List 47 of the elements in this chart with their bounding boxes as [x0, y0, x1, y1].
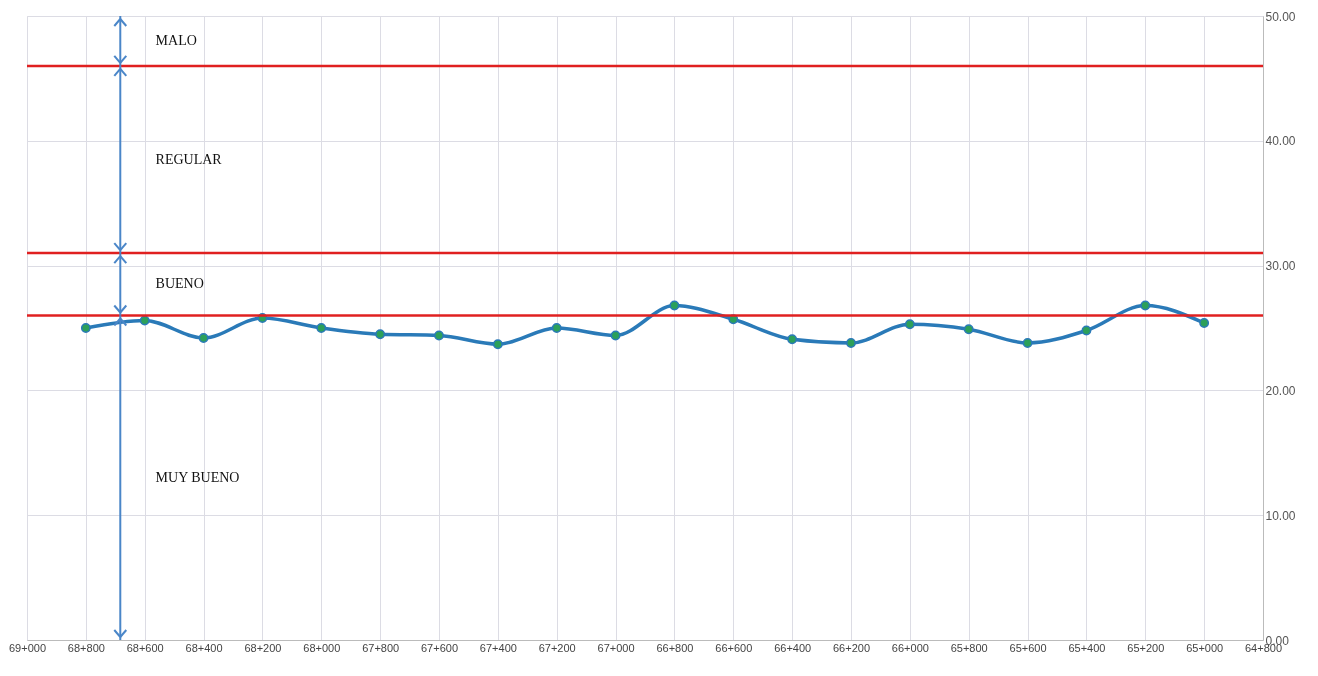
- x-tick-label: 67+800: [362, 641, 400, 654]
- x-tick-label: 67+600: [420, 641, 459, 654]
- x-tick-label: 68+600: [126, 641, 164, 654]
- x-tick-label: 67+400: [479, 641, 517, 654]
- x-tick-label: 66+400: [774, 641, 812, 654]
- y-tick-label: 20.00: [1265, 383, 1296, 398]
- point: [80, 323, 91, 333]
- x-tick-label: 65+800: [950, 641, 988, 654]
- x-tick-label: 68+200: [244, 641, 282, 654]
- point: [1022, 338, 1033, 348]
- x-tick-label: 66+800: [656, 641, 694, 654]
- y-tick-label: 40.00: [1265, 134, 1296, 149]
- x-tick-label: 67+000: [597, 641, 635, 654]
- point: [1199, 318, 1210, 328]
- point: [846, 338, 856, 348]
- x-tick-label: 66+600: [715, 641, 753, 654]
- x-tick-label: 68+800: [67, 641, 105, 654]
- point: [375, 329, 386, 340]
- point: [198, 333, 209, 343]
- x-tick-label: 69+000: [8, 641, 47, 654]
- y-tick-label: 10.00: [1265, 508, 1296, 523]
- x-tick-label: 65+600: [1009, 641, 1047, 654]
- annotation: MUY BUENO: [155, 469, 240, 485]
- point: [610, 330, 621, 341]
- point: [316, 323, 327, 333]
- point: [904, 319, 915, 330]
- annotation: BUENO: [155, 276, 204, 292]
- y-tick-label: 50.00: [1265, 9, 1296, 24]
- point: [963, 324, 974, 335]
- x-tick-label: 66+000: [891, 641, 929, 654]
- x-tick-label: 66+200: [832, 641, 871, 654]
- x-tick-label: 68+000: [303, 641, 341, 654]
- x-tick-label: 68+400: [185, 641, 223, 654]
- point: [787, 334, 798, 345]
- x-tick-label: 65+000: [1186, 641, 1224, 654]
- x-tick-label: 65+400: [1068, 641, 1106, 654]
- point: [669, 300, 680, 311]
- point: [1081, 325, 1092, 336]
- x-tick-label: 67+200: [538, 641, 576, 654]
- y-tick-label: 30.00: [1265, 259, 1296, 274]
- point: [434, 330, 444, 341]
- point: [1140, 300, 1151, 311]
- annotation: REGULAR: [155, 151, 223, 167]
- point: [492, 339, 503, 350]
- point: [551, 323, 562, 333]
- annotation: MALO: [155, 32, 197, 48]
- x-tick-label: 65+200: [1127, 641, 1165, 654]
